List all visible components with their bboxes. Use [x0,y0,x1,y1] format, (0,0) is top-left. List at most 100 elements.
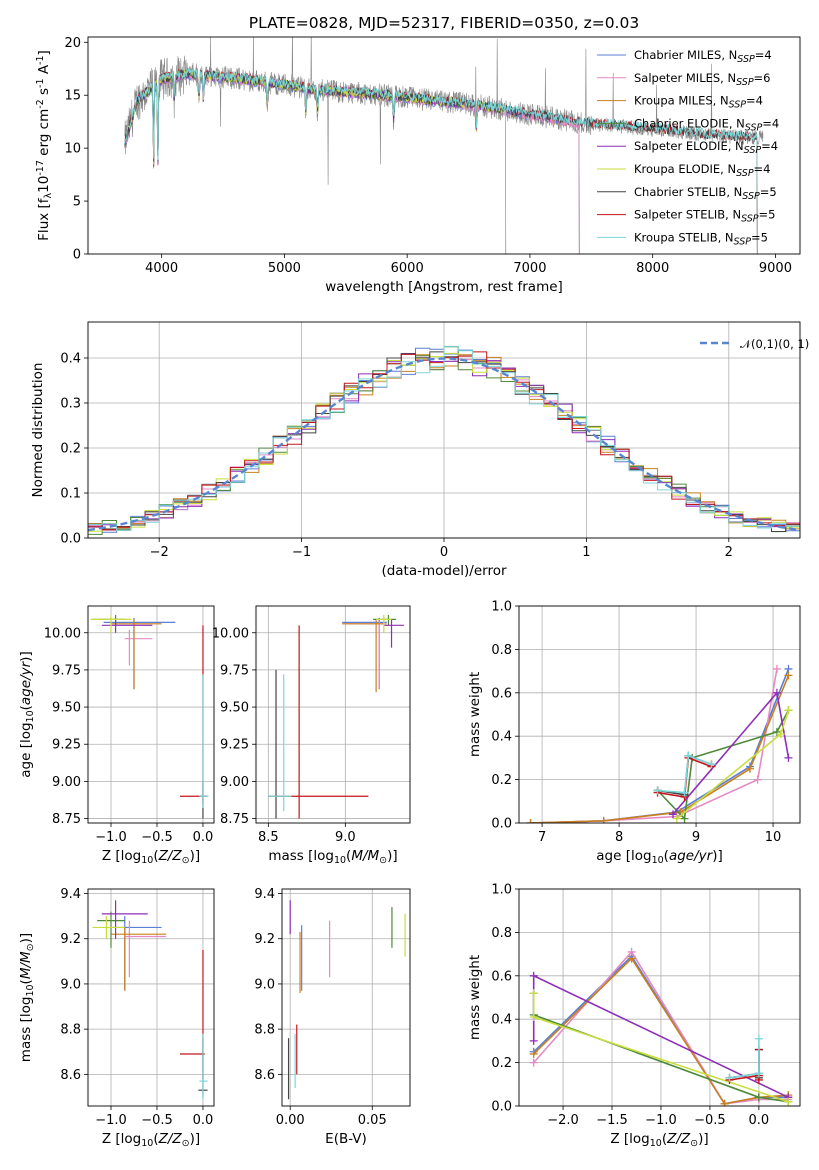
weight-marker-8 [754,1034,763,1043]
weight-marker-2 [529,1049,538,1058]
x-tick-label: −2.0 [547,1113,579,1128]
legend: Chabrier MILES, NSSP=4 Salpeter MILES, NS… [597,48,779,247]
y-tick-label: 0.2 [491,1056,512,1071]
y-axis-label: mass [log10(M/M⊙)] [18,933,36,1062]
weight-marker-2 [745,764,754,773]
weight-line-1 [530,668,778,823]
x-tick-label: 9.0 [335,830,356,845]
x-axis-label: Z [log10(Z/Z⊙)] [102,848,200,866]
y-tick-label: 9.00 [220,775,249,790]
y-tick-label: 8.8 [60,1023,81,1038]
weight-marker-1 [753,775,762,784]
weight-marker-8 [754,1069,763,1078]
x-tick-label: −1 [292,545,311,560]
weight-marker-4 [529,1036,538,1045]
x-tick-label: 1 [582,545,590,560]
chart-mass_vs_Z: −1.0 −0.5 0.0 8.6 8.8 9.0 9.2 9.4 Z [log10(Z/Z⊙)… [18,887,215,1149]
y-tick-label: 0.3 [60,397,81,412]
x-axis-label: age [log10(age/yr)] [596,848,722,866]
weight-marker-4 [784,753,793,762]
weight-marker-5 [776,730,785,739]
legend-label: Chabrier STELIB, NSSP=5 [634,185,777,202]
legend-label: Salpeter MILES, NSSP=6 [634,71,771,88]
weight-marker-1 [529,1058,538,1067]
weight-line-8 [657,754,712,794]
y-tick-label: 1.0 [491,883,512,898]
chart-age_vs_Z: −1.0 −0.5 0.0 8.75 9.00 9.25 9.50 9.75 10.00 Z [l… [18,605,215,866]
x-axis-label: wavelength [Angstrom, rest frame] [325,279,563,295]
y-axis-label: Normed distribution [30,363,46,498]
weight-marker-8 [725,1073,734,1082]
y-tick-label: 9.75 [220,663,249,678]
x-tick-label: −0.5 [141,1113,173,1128]
weight-marker-5 [529,1013,538,1022]
y-tick-label: 0.1 [60,487,81,502]
axes-frame [255,605,411,824]
y-tick-label: 0.0 [491,817,512,832]
plot-area [526,664,793,823]
x-tick-label: 2 [725,545,733,560]
y-tick-label: 0.4 [491,1013,512,1028]
y-tick-label: 20 [64,36,81,51]
y-tick-label: 9.4 [254,887,275,902]
x-tick-label: 7000 [513,261,546,276]
y-tick-label: 0.6 [491,969,512,984]
chart-spectrum: 4000 5000 6000 7000 8000 9000 0 5 10 15 20 waveleng… [35,36,801,295]
y-tick-label: 8.6 [60,1068,81,1083]
x-tick-label: 9000 [759,261,792,276]
x-tick-label: 0.0 [749,1113,770,1128]
weight-marker-8 [684,751,693,760]
weight-marker-4 [772,688,781,697]
y-tick-label: 9.0 [60,977,81,992]
y-tick-label: 15 [64,89,81,104]
x-axis-label: E(B-V) [325,1131,367,1147]
axes-frame [87,888,215,1107]
x-tick-label: 4000 [145,261,178,276]
y-tick-label: 10 [64,142,81,157]
observed-spectrum [124,37,764,185]
legend-label: Salpeter ELODIE, NSSP=4 [634,139,778,156]
weight-line-8 [729,1038,760,1079]
y-tick-label: 9.50 [220,701,249,716]
plot-area [92,900,208,1100]
y-tick-label: 8.8 [254,1023,275,1038]
weight-marker-2 [599,816,608,823]
model-spectrum-8 [124,67,758,254]
weight-marker-3 [754,1093,763,1102]
x-tick-label: −2 [150,545,169,560]
y-tick-label: 9.0 [254,977,275,992]
legend-label: Salpeter STELIB, NSSP=5 [634,208,775,225]
weight-marker-4 [668,810,677,819]
x-tick-label: −1.0 [95,830,127,845]
x-tick-label: 8.5 [258,830,279,845]
x-axis-label: mass [log10(M/M⊙)] [268,848,397,866]
weight-marker-4 [529,971,538,980]
chart-residuals: −2 −1 0 1 2 0.0 0.1 0.2 0.3 0.4 (data-model)/error… [30,321,801,579]
x-tick-label: −1.0 [95,1113,127,1128]
y-tick-label: 0.6 [491,686,512,701]
y-tick-label: 9.4 [60,887,81,902]
y-tick-label: 9.75 [52,663,81,678]
weight-marker-2 [627,954,636,963]
weight-marker-8 [653,786,662,795]
plot-area [287,900,406,1100]
y-tick-label: 1.0 [491,600,512,615]
weight-marker-2 [784,671,793,680]
y-tick-label: 0.0 [491,1100,512,1115]
weight-line-0 [530,668,790,823]
weight-marker-5 [529,989,538,998]
y-tick-label: 0 [73,248,81,263]
weight-line-3 [657,709,790,821]
y-tick-label: 10.00 [44,626,81,641]
y-axis-label: mass weight [467,955,483,1040]
y-tick-label: 10.00 [212,626,249,641]
x-tick-label: −1.5 [596,1113,628,1128]
weight-line-2 [530,675,790,823]
weight-marker-3 [680,814,689,823]
axes-frame [87,605,215,824]
y-tick-label: 0.8 [491,643,512,658]
y-tick-label: 5 [73,195,81,210]
x-tick-label: 0.0 [193,830,214,845]
x-axis-label: (data-model)/error [381,563,507,579]
axes-frame [281,888,411,1107]
